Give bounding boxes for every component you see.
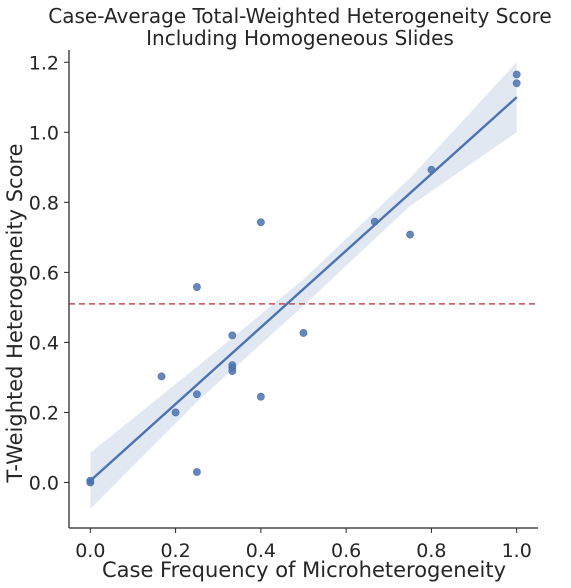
data-point — [228, 361, 237, 370]
y-axis-ticks: 0.0 0.2 0.4 0.6 0.8 1.0 1.2 — [29, 52, 69, 494]
x-tick-label: 1.0 — [502, 540, 532, 562]
data-point — [193, 468, 201, 476]
confidence-band — [90, 62, 517, 509]
chart-title: Case-Average Total-Weighted Heterogeneit… — [48, 4, 551, 28]
y-tick-label: 1.0 — [29, 122, 59, 144]
data-point — [193, 390, 201, 399]
plot-area — [69, 62, 538, 509]
x-axis-ticks: 0.0 0.2 0.4 0.6 0.8 1.0 — [75, 528, 532, 562]
data-point — [86, 476, 95, 485]
y-tick-label: 0.6 — [29, 262, 59, 284]
x-tick-label: 0.2 — [160, 540, 190, 562]
data-point — [512, 79, 521, 88]
data-point — [299, 329, 308, 337]
x-tick-label: 0.6 — [331, 540, 361, 562]
data-point — [193, 283, 201, 291]
x-tick-label: 0.4 — [246, 540, 276, 562]
x-axis-label: Case Frequency of Microheterogeneity — [102, 558, 506, 582]
chart-subtitle: Including Homogeneous Slides — [146, 26, 454, 50]
y-tick-label: 0.8 — [29, 192, 59, 214]
x-tick-label: 0.0 — [75, 540, 105, 562]
data-point — [256, 218, 265, 227]
x-tick-label: 0.8 — [416, 540, 446, 562]
y-tick-label: 1.2 — [29, 52, 59, 74]
data-point — [406, 230, 414, 239]
data-point — [157, 372, 166, 381]
y-axis-label: T-Weighted Heterogeneity Score — [3, 143, 27, 483]
data-point — [256, 392, 265, 401]
data-point — [171, 408, 180, 417]
y-tick-label: 0.0 — [29, 472, 59, 494]
data-point — [228, 331, 237, 340]
data-point — [427, 165, 436, 174]
y-tick-label: 0.2 — [29, 402, 59, 424]
data-point — [370, 217, 379, 226]
regression-line — [89, 96, 518, 482]
data-point — [512, 70, 521, 79]
y-tick-label: 0.4 — [29, 332, 59, 354]
